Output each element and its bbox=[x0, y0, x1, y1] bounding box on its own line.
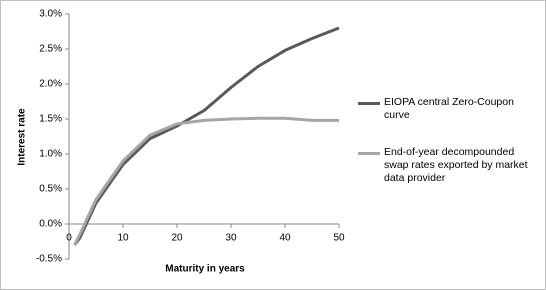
legend-label: End-of-year decompounded swap rates expo… bbox=[384, 146, 528, 184]
y-tick-label: 0.5% bbox=[39, 184, 62, 195]
legend-item: EIOPA central Zero-Coupon curve bbox=[358, 96, 538, 122]
x-tick-label: 0 bbox=[66, 233, 72, 244]
x-tick-label: 10 bbox=[117, 233, 129, 244]
y-tick-label: 1.0% bbox=[39, 149, 62, 160]
x-tick-label: 30 bbox=[225, 233, 237, 244]
legend-swatch bbox=[358, 102, 380, 105]
y-tick-label: 3.0% bbox=[39, 9, 62, 20]
legend-label: EIOPA central Zero-Coupon curve bbox=[384, 96, 514, 121]
y-tick-label: 2.5% bbox=[39, 44, 62, 55]
legend-swatch bbox=[358, 152, 380, 155]
x-tick-label: 50 bbox=[333, 233, 345, 244]
series-line bbox=[73, 116, 339, 246]
y-tick-label: 2.0% bbox=[39, 79, 62, 90]
x-axis-title: Maturity in years bbox=[165, 264, 245, 275]
y-tick-label: 1.5% bbox=[39, 114, 62, 125]
series-line bbox=[73, 26, 340, 246]
y-tick-label: 0.0% bbox=[39, 219, 62, 230]
x-tick-label: 40 bbox=[279, 233, 291, 244]
x-tick-label: 20 bbox=[171, 233, 183, 244]
y-axis-title: Interest rate bbox=[17, 108, 28, 166]
legend-item: End-of-year decompounded swap rates expo… bbox=[358, 146, 538, 185]
y-tick-label: -0.5% bbox=[36, 254, 62, 265]
